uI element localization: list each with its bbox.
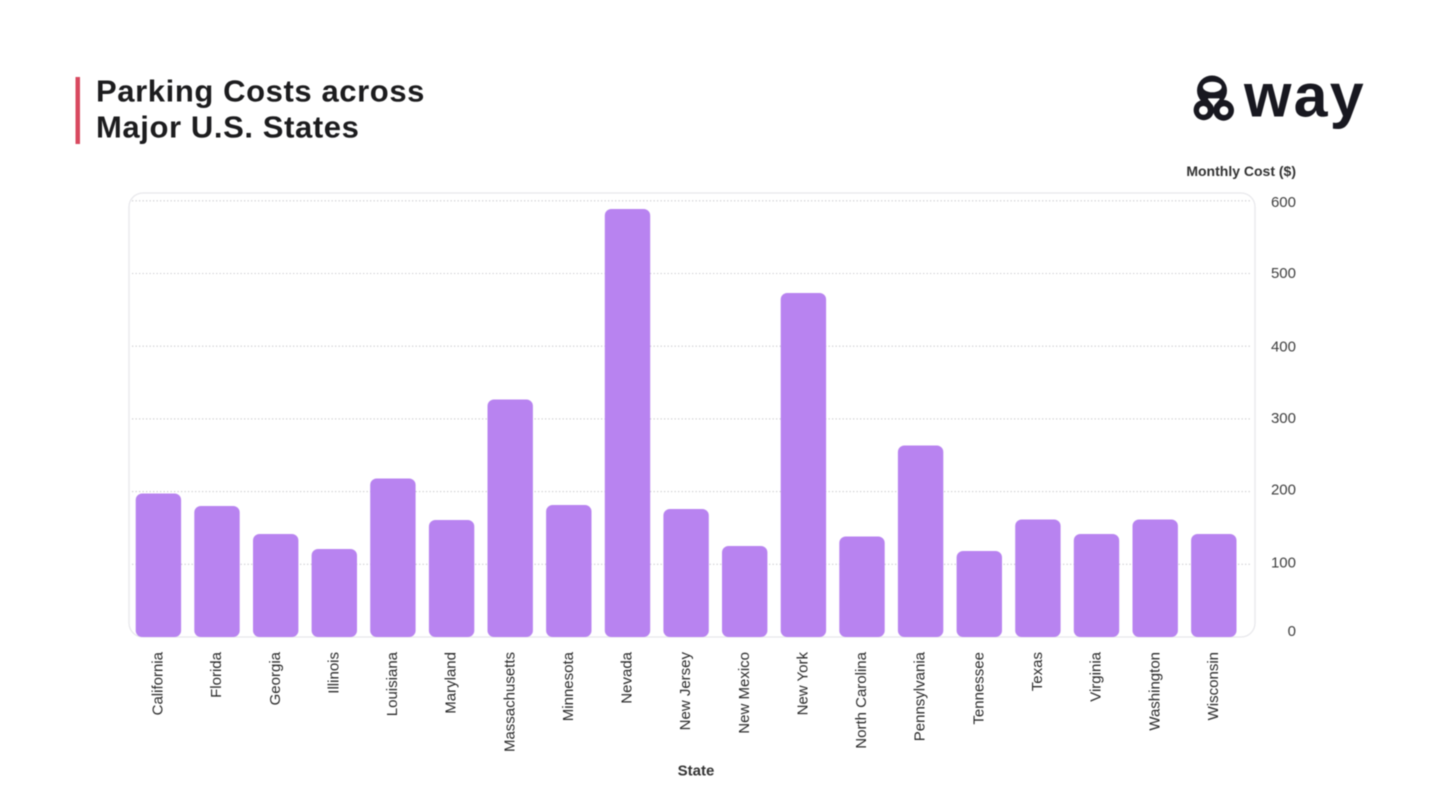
svg-text:Massachusetts: Massachusetts <box>501 652 518 752</box>
svg-text:Wisconsin: Wisconsin <box>1205 652 1222 720</box>
svg-text:New York: New York <box>795 652 812 716</box>
svg-text:Monthly Cost ($): Monthly Cost ($) <box>1186 163 1296 179</box>
svg-text:Georgia: Georgia <box>267 651 284 705</box>
svg-text:Minnesota: Minnesota <box>560 651 577 721</box>
svg-text:Texas: Texas <box>1029 652 1046 691</box>
svg-text:400: 400 <box>1271 339 1296 356</box>
svg-text:New Mexico: New Mexico <box>736 652 753 734</box>
svg-text:Tennessee: Tennessee <box>970 652 987 725</box>
svg-text:500: 500 <box>1271 265 1296 282</box>
svg-text:Virginia: Virginia <box>1088 651 1105 701</box>
svg-text:300: 300 <box>1271 410 1296 427</box>
svg-text:New Jersey: New Jersey <box>677 652 694 731</box>
svg-text:Parking Costs across: Parking Costs across <box>96 74 425 109</box>
svg-text:Pennsylvania: Pennsylvania <box>912 651 929 741</box>
svg-text:600: 600 <box>1271 194 1296 211</box>
svg-text:Louisiana: Louisiana <box>384 651 401 716</box>
svg-text:North Carolina: North Carolina <box>853 651 870 748</box>
svg-text:California: California <box>150 651 167 715</box>
svg-text:way: way <box>1243 62 1366 130</box>
svg-text:State: State <box>678 763 715 780</box>
svg-text:Nevada: Nevada <box>619 651 636 703</box>
svg-text:Washington: Washington <box>1146 652 1163 731</box>
svg-text:Major U.S. States: Major U.S. States <box>96 109 359 144</box>
svg-text:Maryland: Maryland <box>443 652 460 714</box>
svg-text:0: 0 <box>1288 623 1296 640</box>
svg-text:200: 200 <box>1271 482 1296 499</box>
svg-text:100: 100 <box>1271 554 1296 571</box>
svg-text:Illinois: Illinois <box>325 652 342 694</box>
svg-text:Florida: Florida <box>208 651 225 698</box>
